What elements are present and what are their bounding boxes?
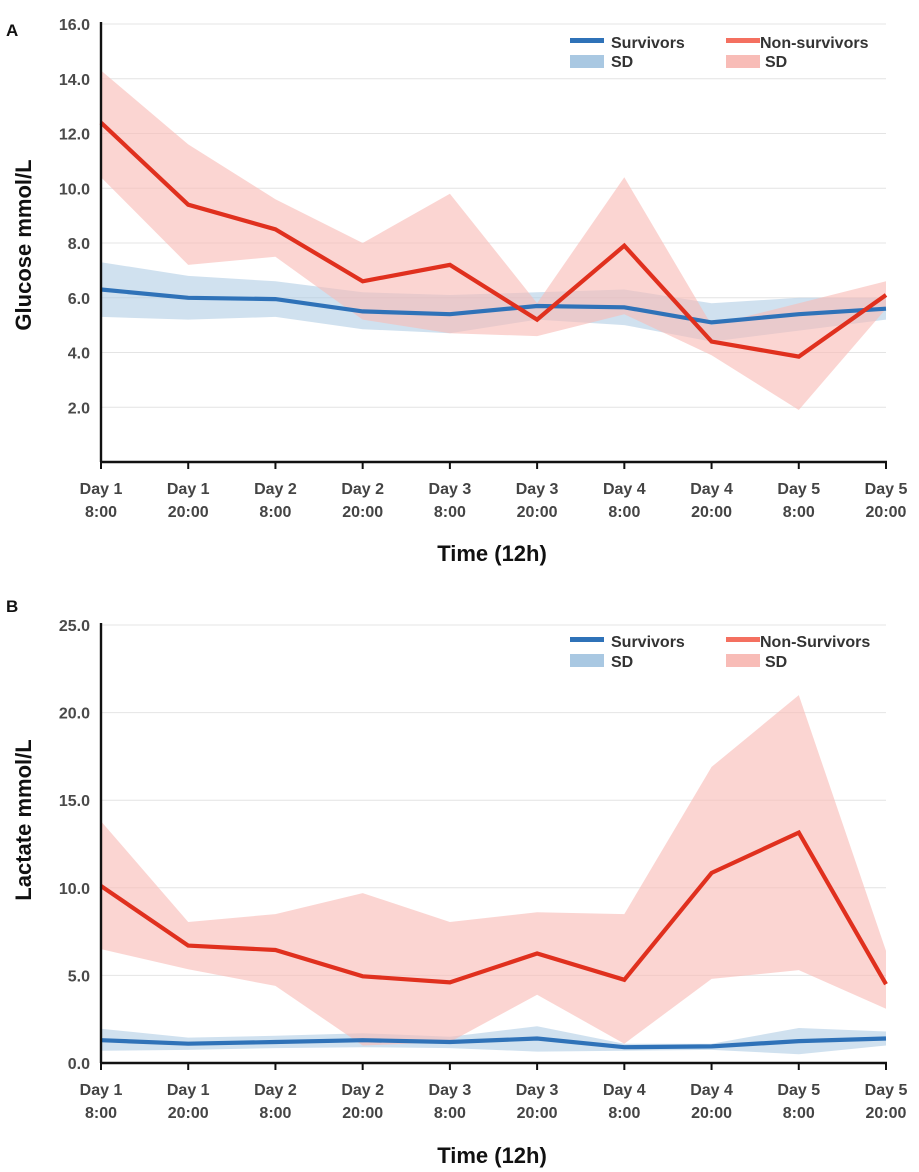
series-lines <box>99 121 888 359</box>
x-tick-label-day: Day 4 <box>690 1082 733 1099</box>
legend-label-survivors: Survivors <box>611 634 685 651</box>
legend-label-survivors-sd: SD <box>611 54 633 71</box>
legend-swatch-nonsurvivors-line <box>726 38 760 43</box>
x-tick-label-time: 20:00 <box>342 1105 383 1122</box>
x-tick-label-day: Day 1 <box>80 1082 123 1099</box>
x-axis-label: Time (12h) <box>437 541 547 566</box>
y-axis-label: Glucose mmol/L <box>11 159 36 330</box>
legend-label-survivors-sd: SD <box>611 654 633 671</box>
x-tick-label-day: Day 2 <box>254 1082 297 1099</box>
y-tick-labels: 2.0 4.0 6.0 8.0 10.0 12.0 14.0 16.0 <box>59 17 90 417</box>
series-line-non-survivors <box>99 121 888 359</box>
x-tick-label-day: Day 2 <box>254 481 297 498</box>
legend-label-nonsurvivors: Non-Survivors <box>760 634 870 651</box>
legend-swatch-nonsurvivors-line <box>726 637 760 642</box>
legend-swatch-survivors-sd <box>570 654 604 667</box>
x-tick-label-time: 20:00 <box>517 504 558 521</box>
x-tick-labels: Day 1 8:00 Day 1 20:00 Day 2 8:00 Day 2 20:00 Da… <box>80 1082 908 1122</box>
panel-letter: A <box>6 21 18 40</box>
y-tick-label: 10.0 <box>59 881 90 898</box>
y-tick-label: 2.0 <box>68 400 90 417</box>
x-tick-label-day: Day 4 <box>603 1082 646 1099</box>
x-tick-label-day: Day 5 <box>865 481 908 498</box>
x-tick-label-time: 8:00 <box>608 504 640 521</box>
y-tick-label: 5.0 <box>68 968 90 985</box>
legend-label-survivors: Survivors <box>611 35 685 52</box>
legend-swatch-nonsurvivors-sd <box>726 55 760 68</box>
legend-swatch-survivors-sd <box>570 55 604 68</box>
y-tick-label: 25.0 <box>59 618 90 635</box>
x-tick-label-time: 20:00 <box>691 504 732 521</box>
x-tick-label-day: Day 1 <box>167 481 210 498</box>
sd-band-non-survivors <box>101 695 886 1046</box>
x-tick-label-time: 8:00 <box>608 1105 640 1122</box>
y-tick-label: 16.0 <box>59 17 90 34</box>
x-tick-label-day: Day 3 <box>429 481 472 498</box>
legend-swatch-survivors-line <box>570 38 604 43</box>
x-tick-label-time: 20:00 <box>168 504 209 521</box>
x-tick-label-day: Day 4 <box>603 481 646 498</box>
y-tick-label: 14.0 <box>59 72 90 89</box>
x-tick-label-day: Day 3 <box>516 1082 559 1099</box>
x-tick-label-day: Day 5 <box>777 481 820 498</box>
x-tick-label-time: 8:00 <box>783 504 815 521</box>
x-tick-label-time: 20:00 <box>691 1105 732 1122</box>
x-tick-label-day: Day 2 <box>341 481 384 498</box>
x-tick-label-time: 8:00 <box>434 1105 466 1122</box>
legend-label-nonsurvivors-sd: SD <box>765 654 787 671</box>
legend-swatch-survivors-line <box>570 637 604 642</box>
panel-a-glucose-chart: A 2.0 4.0 6.0 8.0 10.0 12.0 14.0 16.0 Day 1 8:00… <box>6 17 907 566</box>
legend: Survivors SD Non-survivors SD <box>570 35 869 71</box>
x-tick-label-day: Day 4 <box>690 481 733 498</box>
y-tick-label: 10.0 <box>59 181 90 198</box>
x-tick-label-time: 8:00 <box>85 504 117 521</box>
x-tick-label-day: Day 5 <box>865 1082 908 1099</box>
legend-swatch-nonsurvivors-sd <box>726 654 760 667</box>
x-tick-label-day: Day 5 <box>777 1082 820 1099</box>
x-axis-label: Time (12h) <box>437 1143 547 1168</box>
legend: Survivors SD Non-Survivors SD <box>570 634 870 671</box>
x-tick-label-time: 8:00 <box>434 504 466 521</box>
x-tick-label-time: 20:00 <box>168 1105 209 1122</box>
x-tick-label-day: Day 2 <box>341 1082 384 1099</box>
panel-letter: B <box>6 597 18 616</box>
sd-bands <box>101 70 886 410</box>
y-tick-label: 8.0 <box>68 236 90 253</box>
series-line-non-survivors <box>99 829 888 986</box>
x-tick-label-time: 20:00 <box>866 1105 907 1122</box>
x-tick-label-day: Day 1 <box>80 481 123 498</box>
y-tick-label: 4.0 <box>68 346 90 363</box>
x-tick-label-time: 8:00 <box>259 1105 291 1122</box>
x-tick-label-time: 20:00 <box>517 1105 558 1122</box>
y-tick-label: 20.0 <box>59 706 90 723</box>
y-tick-label: 0.0 <box>68 1056 90 1073</box>
x-tick-label-time: 8:00 <box>259 504 291 521</box>
y-axis-label: Lactate mmol/L <box>11 739 36 900</box>
sd-band-non-survivors <box>101 70 886 410</box>
series-line-survivors <box>100 1036 887 1050</box>
y-tick-label: 12.0 <box>59 127 90 144</box>
y-tick-labels: 0.0 5.0 10.0 15.0 20.0 25.0 <box>59 618 90 1073</box>
panel-b-lactate-chart: B 0.0 5.0 10.0 15.0 20.0 25.0 Day 1 8:00 Day 1 2… <box>6 597 907 1168</box>
x-tick-label-day: Day 3 <box>429 1082 472 1099</box>
sd-bands <box>101 695 886 1055</box>
y-tick-label: 15.0 <box>59 793 90 810</box>
x-tick-labels: Day 1 8:00 Day 1 20:00 Day 2 8:00 Day 2 20:00 Da… <box>80 481 908 521</box>
y-tick-label: 6.0 <box>68 291 90 308</box>
axes <box>99 22 887 469</box>
series-lines <box>99 829 888 1050</box>
legend-label-nonsurvivors: Non-survivors <box>760 35 869 52</box>
legend-label-nonsurvivors-sd: SD <box>765 54 787 71</box>
x-tick-label-time: 8:00 <box>85 1105 117 1122</box>
x-tick-label-day: Day 1 <box>167 1082 210 1099</box>
x-tick-label-day: Day 3 <box>516 481 559 498</box>
axes <box>99 623 887 1070</box>
x-tick-label-time: 20:00 <box>866 504 907 521</box>
x-tick-label-time: 8:00 <box>783 1105 815 1122</box>
x-tick-label-time: 20:00 <box>342 504 383 521</box>
series-line-survivors <box>100 287 887 325</box>
